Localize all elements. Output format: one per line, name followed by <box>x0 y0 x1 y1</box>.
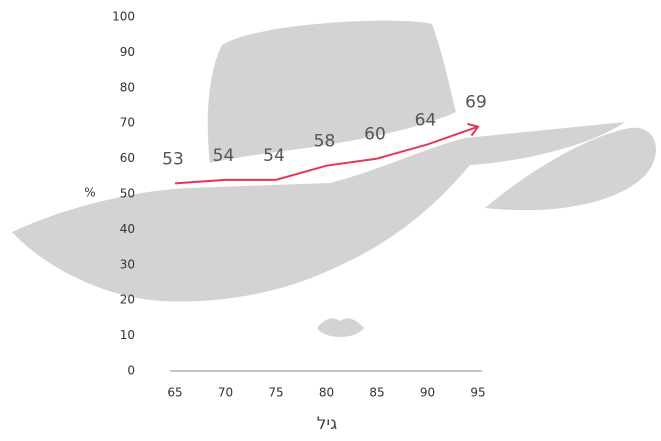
value-label: 54 <box>263 146 285 166</box>
y-tick-label: 30 <box>120 257 135 271</box>
x-axis-label: גיל <box>317 414 337 434</box>
x-tick-label: 65 <box>167 386 182 400</box>
x-tick-label: 95 <box>470 386 485 400</box>
value-label: 60 <box>364 125 386 145</box>
y-tick-label: 40 <box>120 222 135 236</box>
y-tick-label: 70 <box>120 116 135 130</box>
arrow-head <box>467 122 480 137</box>
y-tick-label: 10 <box>120 328 135 342</box>
lips <box>317 318 364 337</box>
hat-illustration <box>12 20 657 337</box>
value-label: 64 <box>415 110 437 130</box>
y-tick-label: 50 <box>120 187 135 201</box>
y-tick-label: 80 <box>120 80 135 94</box>
x-tick-label: 75 <box>268 386 283 400</box>
value-label: 53 <box>162 149 184 169</box>
hat-crown <box>207 20 456 164</box>
x-tick-label: 90 <box>420 386 435 400</box>
x-tick-label: 70 <box>218 386 233 400</box>
y-tick-label: 60 <box>120 151 135 165</box>
value-label: 58 <box>314 132 336 152</box>
hat-brim <box>12 122 625 302</box>
data-line <box>174 125 479 185</box>
y-tick-label: 100 <box>112 10 135 24</box>
x-tick-label: 80 <box>319 386 334 400</box>
value-label: 54 <box>213 146 235 166</box>
y-tick-label: 0 <box>127 364 135 378</box>
x-tick-label: 85 <box>369 386 384 400</box>
value-label: 69 <box>465 93 487 113</box>
y-tick-label: 20 <box>120 293 135 307</box>
y-tick-label: 90 <box>120 45 135 59</box>
y-axis-label: % <box>84 186 95 200</box>
hat-brim-right <box>485 127 657 211</box>
